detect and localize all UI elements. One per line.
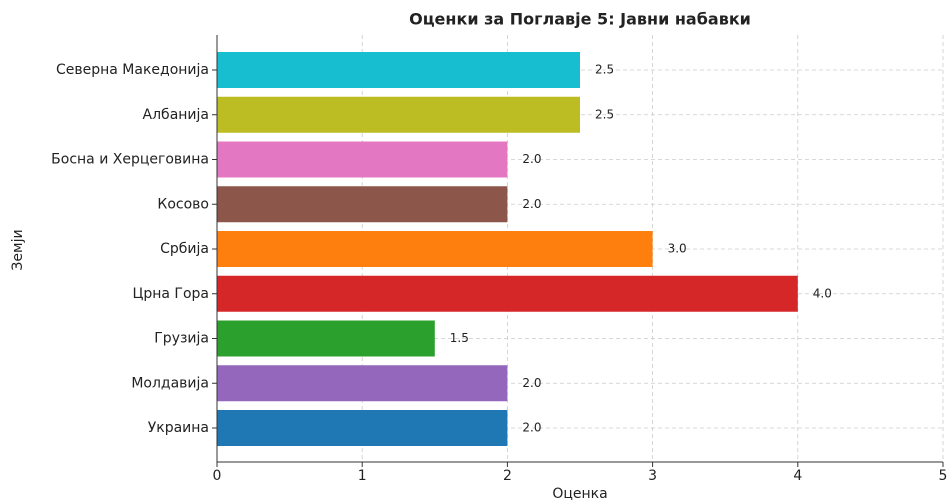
bar	[217, 275, 798, 312]
x-tick-label: 2	[503, 468, 512, 484]
y-tick-label: Албанија	[143, 107, 209, 123]
y-tick-label: Молдавија	[131, 375, 209, 391]
bar	[217, 231, 653, 267]
x-tick-label: 3	[648, 468, 657, 484]
value-label: 2.0	[522, 152, 541, 166]
value-label: 2.0	[522, 376, 541, 390]
value-label: 3.0	[668, 242, 687, 256]
value-label: 1.5	[450, 331, 469, 345]
bar	[217, 96, 580, 133]
bar	[217, 141, 508, 178]
bar	[217, 365, 508, 402]
value-label: 2.5	[595, 63, 614, 77]
x-tick-label: 4	[793, 468, 802, 484]
bar	[217, 410, 508, 446]
value-label: 2.0	[522, 197, 541, 211]
x-tick-label: 1	[358, 468, 367, 484]
x-tick-label: 5	[939, 468, 948, 484]
bar	[217, 52, 580, 88]
y-tick-label: Црна Гора	[132, 286, 209, 302]
y-axis-label: Земји	[10, 229, 26, 270]
x-tick-label: 0	[213, 468, 222, 484]
bar	[217, 320, 435, 357]
y-tick-label: Србија	[160, 241, 209, 257]
y-tick-label: Грузија	[154, 331, 209, 347]
value-label: 2.5	[595, 107, 614, 121]
value-label: 2.0	[522, 421, 541, 435]
y-tick-label: Босна и Херцеговина	[51, 152, 209, 168]
x-axis-label: Оценка	[552, 486, 607, 502]
value-label: 4.0	[813, 286, 832, 300]
chart-title: Оценки за Поглавје 5: Јавни набавки	[409, 10, 751, 29]
y-tick-label: Северна Македонија	[56, 62, 209, 78]
bar	[217, 186, 508, 223]
y-tick-label: Косово	[157, 196, 209, 212]
y-tick-label: Украина	[148, 420, 209, 436]
